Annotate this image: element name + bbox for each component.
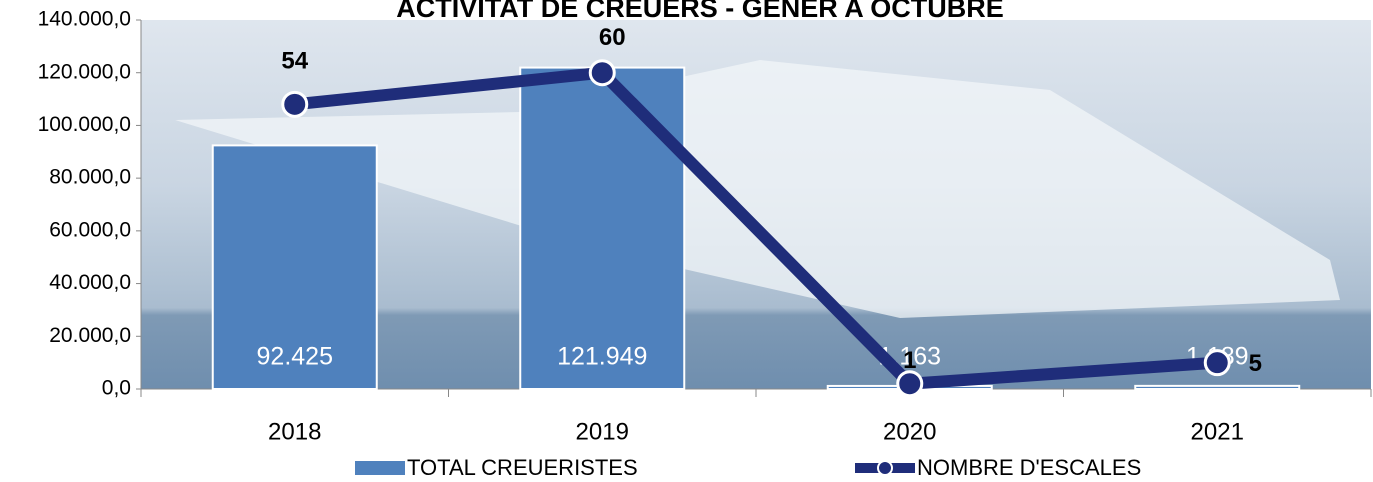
y-tick-label: 100.000,0 <box>38 113 131 136</box>
line-value-label: 60 <box>599 24 626 51</box>
x-tick-label: 2020 <box>883 418 936 445</box>
y-tick-label: 20.000,0 <box>49 324 131 347</box>
line-marker <box>896 370 924 398</box>
line-marker <box>281 90 309 118</box>
line <box>294 66 1218 390</box>
line-value-label: 1 <box>903 347 916 374</box>
bar-value-label: 121.949 <box>557 343 647 371</box>
chart-title: ACTIVITAT DE CREUERS - GENER A OCTUBRE <box>396 0 1004 23</box>
bar <box>519 66 686 391</box>
line-marker <box>1203 349 1231 377</box>
legend-swatch <box>877 460 893 476</box>
line-marker <box>588 59 616 87</box>
y-tick-label: 80.000,0 <box>49 166 131 189</box>
ship-silhouette <box>175 60 1340 318</box>
bar-value-label: 92.425 <box>257 343 333 371</box>
legend-label: NOMBRE D'ESCALES <box>917 455 1141 480</box>
x-tick-label: 2021 <box>1191 418 1244 445</box>
bar <box>1134 384 1301 391</box>
legend-swatch <box>355 461 405 475</box>
y-tick-label: 120.000,0 <box>38 60 131 83</box>
y-tick-label: 60.000,0 <box>49 218 131 241</box>
y-tick-label: 0,0 <box>102 377 131 400</box>
y-tick-label: 140.000,0 <box>38 8 131 31</box>
line-value-label: 5 <box>1249 350 1262 377</box>
legend-label: TOTAL CREUERISTES <box>407 455 638 480</box>
bar <box>211 144 378 390</box>
line-value-label: 54 <box>281 48 308 75</box>
x-tick-label: 2019 <box>576 418 629 445</box>
y-tick-label: 40.000,0 <box>49 271 131 294</box>
x-tick-label: 2018 <box>268 418 321 445</box>
